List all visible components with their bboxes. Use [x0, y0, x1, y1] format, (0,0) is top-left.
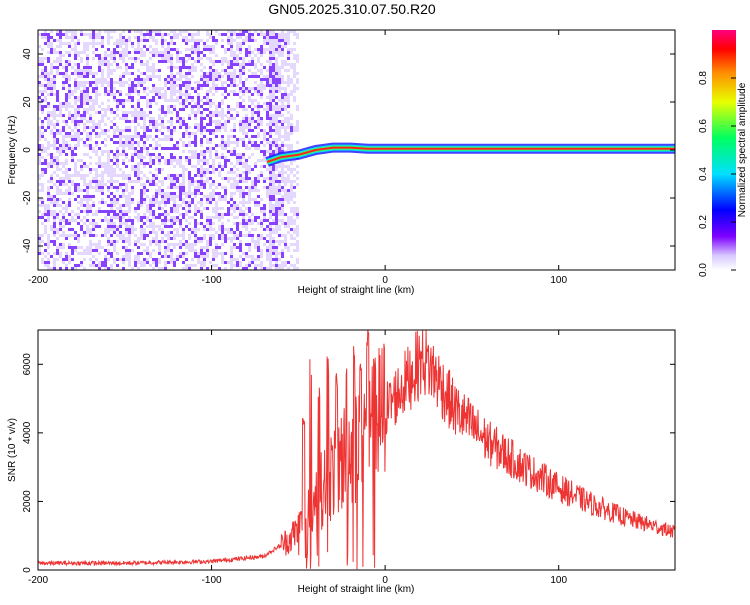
snr-series-line — [38, 330, 675, 570]
spectrogram-y-tick-label: 0 — [22, 147, 33, 153]
colorbar-tick-label: 0.4 — [698, 167, 709, 181]
spectrogram-x-tick-label: -100 — [202, 275, 222, 286]
spectrogram-trace — [265, 142, 675, 167]
snr-y-tick-label: 2000 — [22, 490, 33, 513]
snr-y-tick-label: 6000 — [22, 353, 33, 376]
snr-x-label: Height of straight line (km) — [298, 584, 415, 595]
snr-y-tick-label: 0 — [22, 567, 33, 573]
colorbar-tick-label: 0.8 — [698, 71, 709, 85]
colorbar-tick-label: 0.6 — [698, 119, 709, 133]
spectrogram-plot-area — [38, 30, 675, 270]
colorbar-tick-label: 0.2 — [698, 215, 709, 229]
spectrogram-x-tick-label: -200 — [28, 275, 48, 286]
snr-x-tick-label: -200 — [28, 575, 48, 586]
trace-core — [266, 146, 675, 163]
spectrogram-x-tick-label: 0 — [382, 275, 388, 286]
colorbar-gradient — [712, 30, 736, 270]
spectrogram-y-tick-label: -20 — [22, 190, 33, 205]
snr-y-label: SNR (10 * v/v) — [7, 418, 18, 482]
snr-x-tick-label: 100 — [550, 575, 567, 586]
colorbar: 0.0 0.2 0.4 0.6 0.8 Normalized spectral ampl… — [698, 30, 748, 277]
spectrogram-y-tick-label: 40 — [22, 48, 33, 60]
spectrogram-y-label: Frequency (Hz) — [7, 116, 18, 185]
spectrogram-y-tick-label: -40 — [22, 238, 33, 253]
colorbar-tick-label: 0.0 — [698, 263, 709, 277]
snr-x-tick-label: 0 — [382, 575, 388, 586]
spectrogram-y-tick-label: 20 — [22, 96, 33, 108]
colorbar-label: Normalized spectral amplitude — [737, 82, 748, 217]
snr-y-tick-label: 4000 — [22, 421, 33, 444]
snr-plot-area — [38, 330, 675, 570]
chart-title: GN05.2025.310.07.50.R20 — [268, 1, 436, 17]
snr-frame — [37, 329, 676, 571]
snr-x-tick-label: -100 — [202, 575, 222, 586]
spectrogram-noise — [38, 30, 299, 270]
spectrogram-x-tick-label: 100 — [550, 275, 567, 286]
colorbar-ticks: 0.0 0.2 0.4 0.6 0.8 — [698, 71, 736, 277]
spectrogram-x-label: Height of straight line (km) — [298, 285, 415, 296]
